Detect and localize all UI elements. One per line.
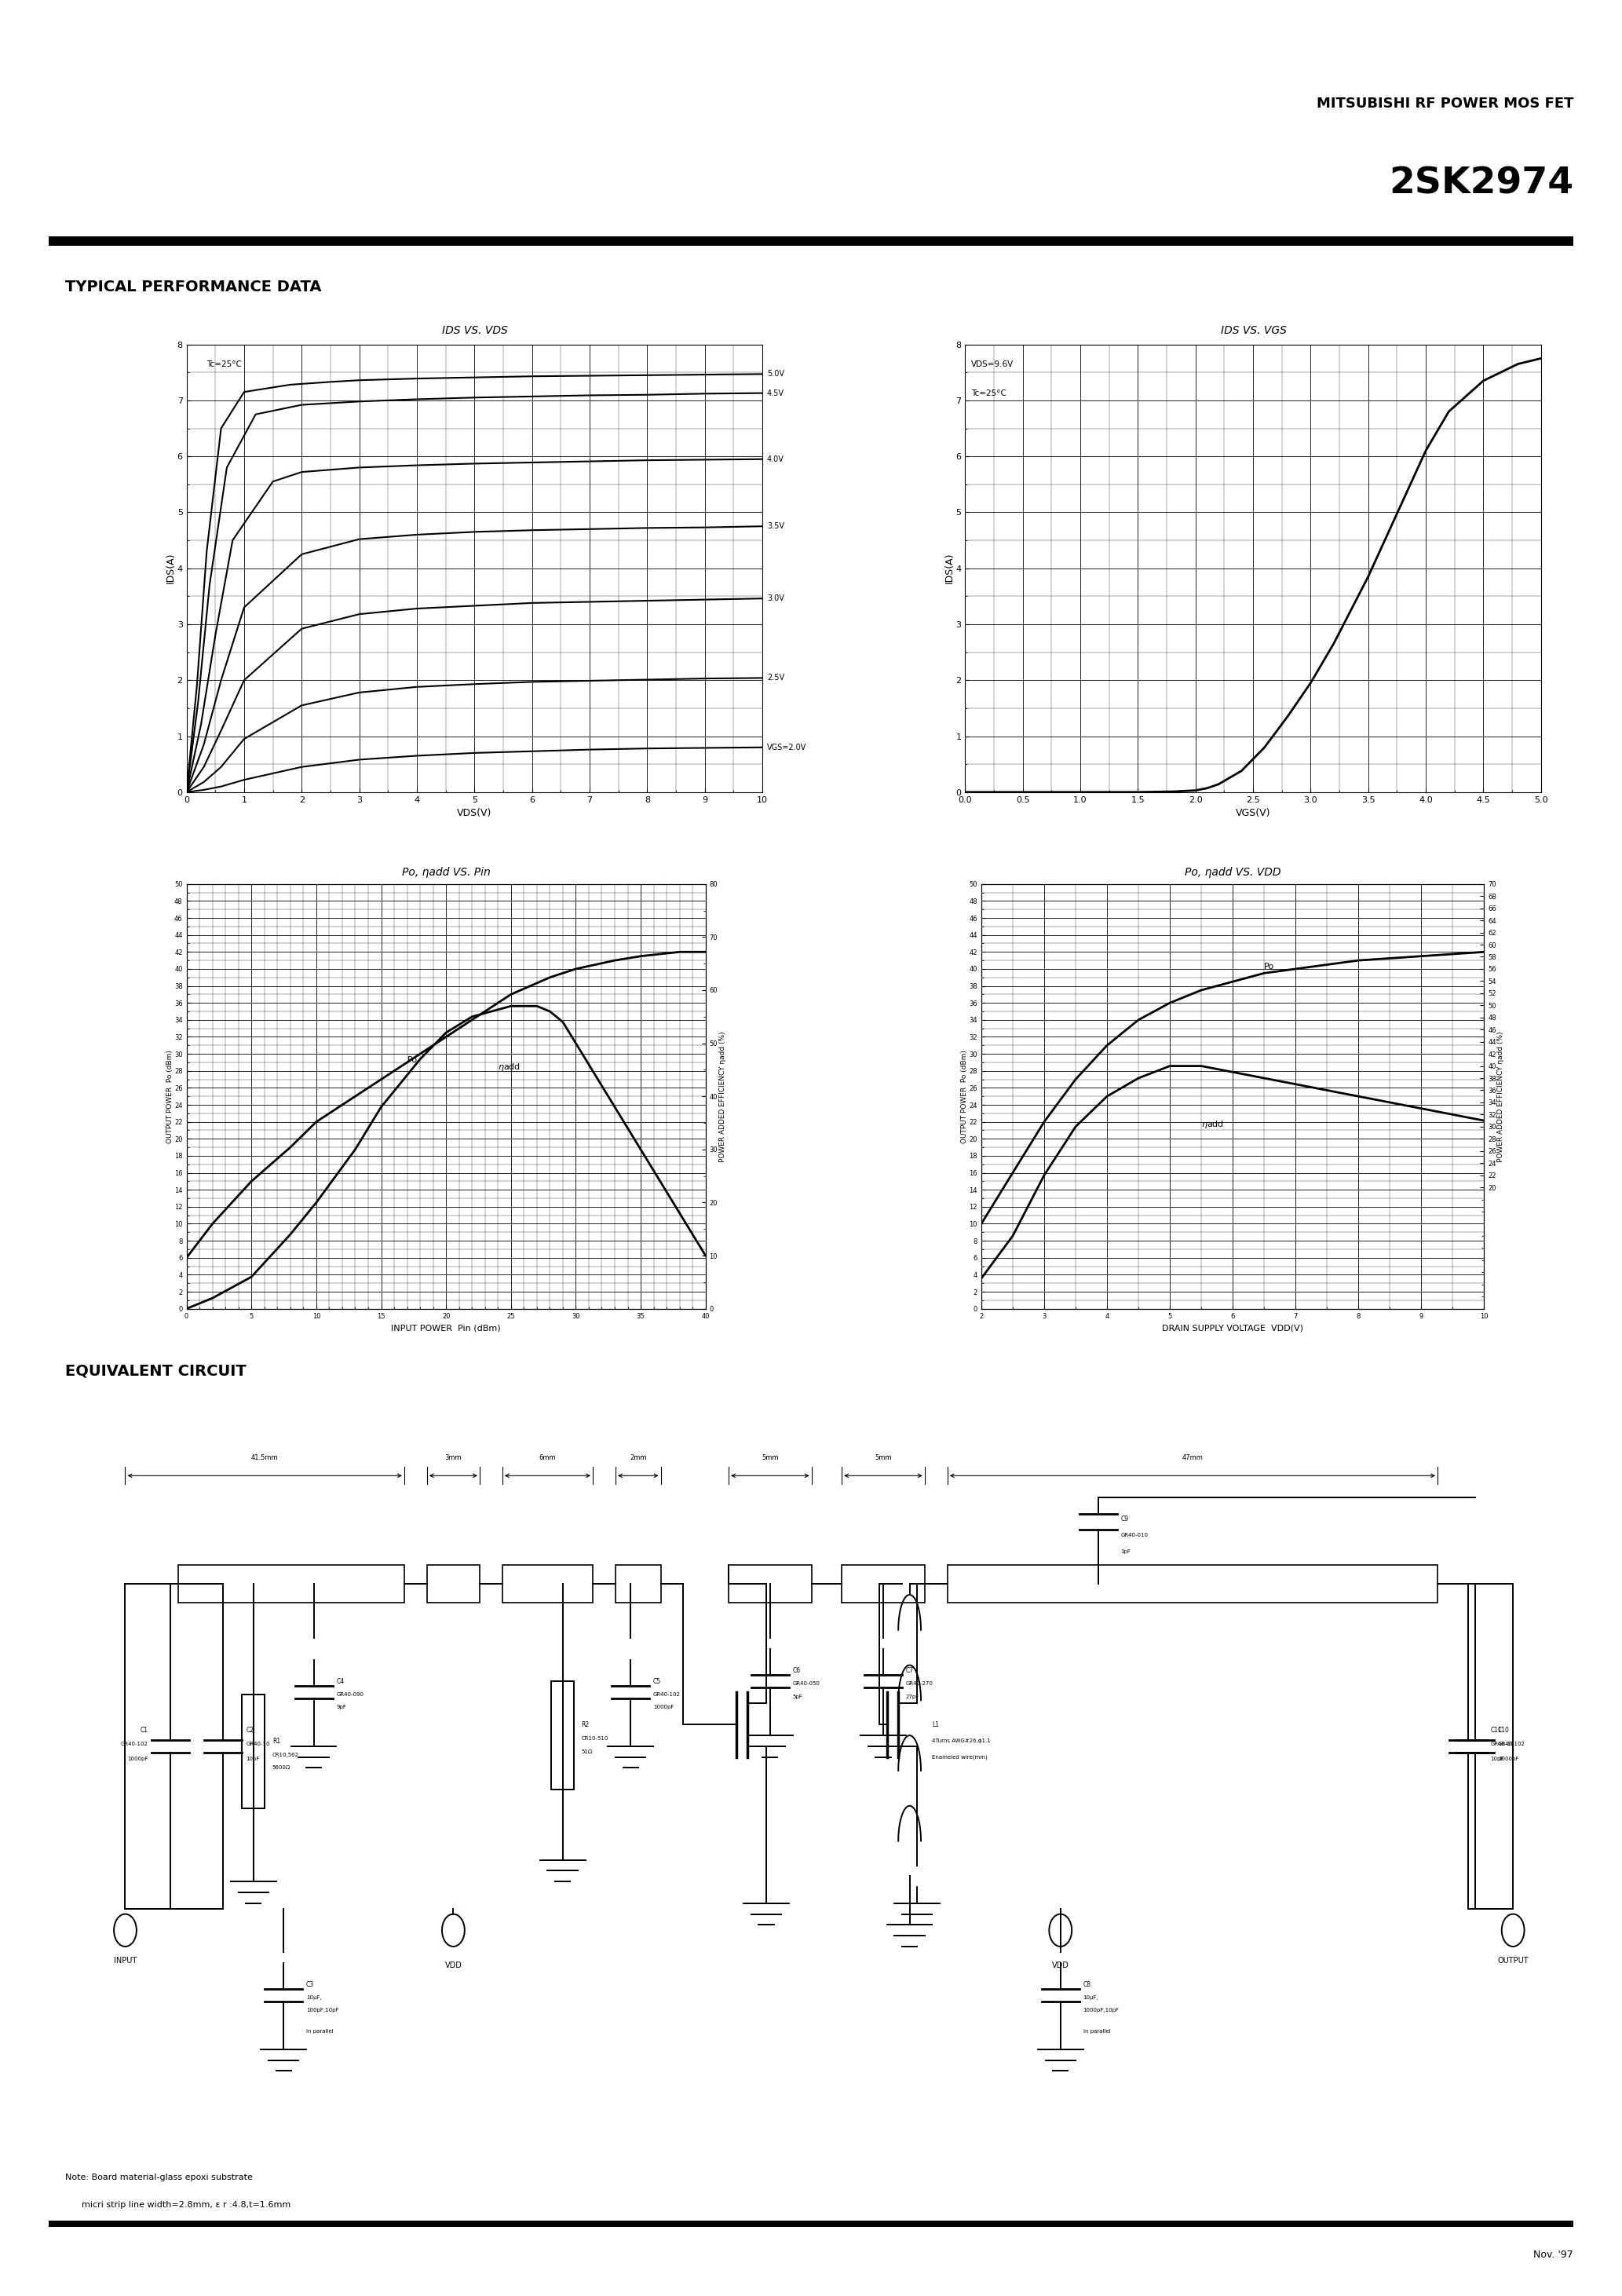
Text: 1000pF: 1000pF [654, 1706, 673, 1711]
X-axis label: VDS(V): VDS(V) [457, 808, 491, 817]
Text: C3: C3 [307, 1981, 315, 1988]
Text: VGS=2.0V: VGS=2.0V [767, 744, 806, 751]
Text: IDS VS. VGS: IDS VS. VGS [1221, 326, 1286, 335]
Text: GR40-102: GR40-102 [1499, 1743, 1525, 1747]
Text: $\eta$add: $\eta$add [498, 1063, 521, 1072]
Bar [551, 1681, 574, 1789]
Text: 6mm: 6mm [539, 1453, 556, 1460]
Text: R1: R1 [272, 1738, 281, 1745]
Bar [842, 1566, 925, 1603]
Text: Po, ηadd VS. VDD: Po, ηadd VS. VDD [1184, 868, 1281, 877]
Text: GR40-10: GR40-10 [1491, 1743, 1515, 1747]
Text: GR40-090: GR40-090 [336, 1692, 363, 1697]
Bar [178, 1566, 404, 1603]
X-axis label: VGS(V): VGS(V) [1236, 808, 1270, 817]
Text: GR40-102: GR40-102 [654, 1692, 681, 1697]
Text: 4.5V: 4.5V [767, 388, 783, 397]
Text: GR40-270: GR40-270 [905, 1681, 933, 1685]
X-axis label: INPUT POWER  Pin (dBm): INPUT POWER Pin (dBm) [391, 1325, 501, 1332]
Y-axis label: IDS(A): IDS(A) [944, 553, 955, 583]
Y-axis label: OUTPUT POWER  Po (dBm): OUTPUT POWER Po (dBm) [960, 1049, 968, 1143]
Text: 41.5mm: 41.5mm [251, 1453, 279, 1460]
Text: CR10,562: CR10,562 [272, 1752, 298, 1756]
Text: 47mm: 47mm [1182, 1453, 1204, 1460]
Bar [242, 1694, 264, 1809]
Text: Tc=25°C: Tc=25°C [972, 388, 1006, 397]
Text: 3.0V: 3.0V [767, 595, 783, 602]
Text: IDS VS. VDS: IDS VS. VDS [443, 326, 508, 335]
Text: OUTPUT: OUTPUT [1497, 1956, 1528, 1965]
Text: GR40-010: GR40-010 [1121, 1534, 1148, 1538]
Text: C4: C4 [336, 1678, 344, 1685]
Text: Tc=25°C: Tc=25°C [206, 360, 242, 367]
Bar [615, 1566, 660, 1603]
Text: 1000pF,10pF: 1000pF,10pF [1083, 2009, 1119, 2014]
Text: C9: C9 [1121, 1515, 1129, 1522]
Text: C11: C11 [1491, 1727, 1502, 1733]
Text: 5.0V: 5.0V [767, 370, 783, 379]
Text: C10: C10 [1499, 1727, 1510, 1733]
Text: INPUT: INPUT [114, 1956, 136, 1965]
Text: 3.5V: 3.5V [767, 523, 783, 530]
Text: micri strip line width=2.8mm, ε r :4.8,t=1.6mm: micri strip line width=2.8mm, ε r :4.8,t… [65, 2202, 290, 2209]
Text: C1: C1 [139, 1727, 148, 1733]
Text: C8: C8 [1083, 1981, 1092, 1988]
Text: C6: C6 [793, 1667, 801, 1674]
Text: 5mm: 5mm [874, 1453, 892, 1460]
Y-axis label: OUTPUT POWER  Po (dBm): OUTPUT POWER Po (dBm) [165, 1049, 174, 1143]
Text: in parallel: in parallel [307, 2030, 334, 2034]
Y-axis label: IDS(A): IDS(A) [165, 553, 177, 583]
Text: Po: Po [407, 1056, 417, 1063]
Text: 1000pF: 1000pF [127, 1756, 148, 1761]
Text: 10pF: 10pF [247, 1756, 260, 1761]
Text: Enameled wire(mm): Enameled wire(mm) [933, 1754, 988, 1759]
Text: C2: C2 [247, 1727, 253, 1733]
Text: 27pF: 27pF [905, 1694, 920, 1699]
Text: VDD: VDD [444, 1961, 462, 1970]
Text: MITSUBISHI RF POWER MOS FET: MITSUBISHI RF POWER MOS FET [1315, 96, 1573, 110]
Text: $\eta$add: $\eta$add [1202, 1118, 1225, 1130]
Text: VDS=9.6V: VDS=9.6V [972, 360, 1014, 367]
Text: 5mm: 5mm [762, 1453, 779, 1460]
X-axis label: DRAIN SUPPLY VOLTAGE  VDD(V): DRAIN SUPPLY VOLTAGE VDD(V) [1161, 1325, 1304, 1332]
Text: 100pF,10pF: 100pF,10pF [307, 2009, 339, 2014]
Text: 3mm: 3mm [444, 1453, 462, 1460]
Text: GR40-102: GR40-102 [120, 1743, 148, 1747]
Text: R2: R2 [582, 1722, 589, 1729]
Text: 5600Ω: 5600Ω [272, 1766, 290, 1770]
Text: Note: Board material-glass epoxi substrate: Note: Board material-glass epoxi substra… [65, 2174, 253, 2181]
Bar [427, 1566, 480, 1603]
Text: CR10-510: CR10-510 [582, 1736, 608, 1740]
Y-axis label: POWER ADDED EFFICIENCY ηadd (%): POWER ADDED EFFICIENCY ηadd (%) [1497, 1031, 1505, 1162]
Text: 10pF: 10pF [1491, 1756, 1504, 1761]
Text: Po: Po [1264, 962, 1275, 971]
Text: 2.5V: 2.5V [767, 675, 785, 682]
Text: VDD: VDD [1053, 1961, 1069, 1970]
Text: 9pF: 9pF [336, 1706, 347, 1711]
Text: C5: C5 [654, 1678, 662, 1685]
Text: 10μF,: 10μF, [307, 1995, 321, 2000]
Bar [728, 1566, 811, 1603]
Text: 5pF: 5pF [793, 1694, 803, 1699]
Text: 1000pF: 1000pF [1499, 1756, 1518, 1761]
Text: C7: C7 [905, 1667, 913, 1674]
Text: 4.0V: 4.0V [767, 455, 783, 464]
Text: GR40-050: GR40-050 [793, 1681, 821, 1685]
Y-axis label: POWER ADDED EFFICIENCY ηadd (%): POWER ADDED EFFICIENCY ηadd (%) [719, 1031, 727, 1162]
Bar [947, 1566, 1437, 1603]
Text: TYPICAL PERFORMANCE DATA: TYPICAL PERFORMANCE DATA [65, 280, 321, 294]
Text: GR40-10: GR40-10 [247, 1743, 269, 1747]
Text: 4Turns AWG#26,ϕ1.1: 4Turns AWG#26,ϕ1.1 [933, 1738, 991, 1743]
Text: 2mm: 2mm [629, 1453, 647, 1460]
Text: EQUIVALENT CIRCUIT: EQUIVALENT CIRCUIT [65, 1364, 247, 1378]
Text: Nov. '97: Nov. '97 [1533, 2250, 1573, 2259]
Text: Po, ηadd VS. Pin: Po, ηadd VS. Pin [402, 868, 490, 877]
Text: 51Ω: 51Ω [582, 1750, 592, 1754]
Bar [503, 1566, 594, 1603]
Text: 10μF,: 10μF, [1083, 1995, 1098, 2000]
Text: 2SK2974: 2SK2974 [1388, 165, 1573, 202]
Text: 1pF: 1pF [1121, 1550, 1131, 1554]
Text: L1: L1 [933, 1722, 939, 1729]
Text: in parallel: in parallel [1083, 2030, 1111, 2034]
